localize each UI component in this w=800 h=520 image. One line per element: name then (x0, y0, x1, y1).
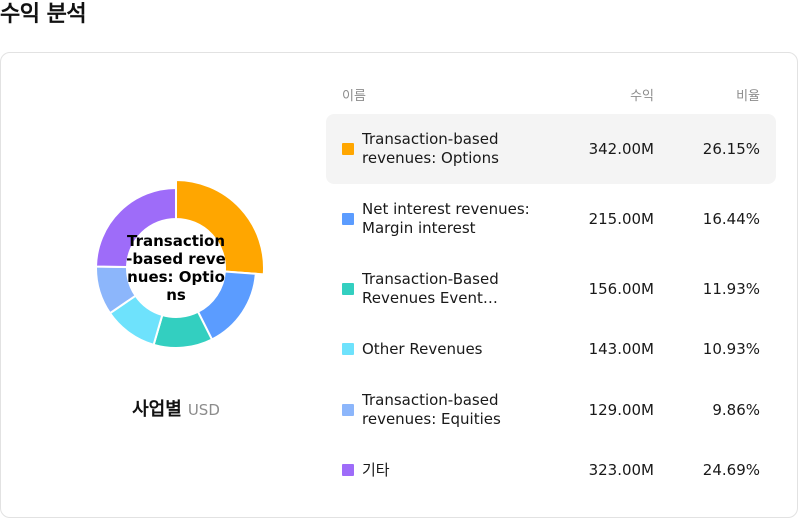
page-title: 수익 분석 (0, 2, 87, 27)
row-value: 323.00M (588, 461, 654, 479)
chart-caption: 사업별 USD (1, 395, 351, 421)
table-row[interactable]: Transaction-based revenues: Options 342.… (326, 114, 776, 184)
revenue-card: Transaction-based revenues: Options 사업별 U… (0, 52, 798, 518)
legend-swatch (342, 143, 354, 155)
table-row[interactable]: Transaction-Based Revenues Event… 156.00… (326, 254, 776, 324)
row-name: Transaction-based revenues: Equities (362, 391, 501, 428)
row-name: Transaction-based revenues: Options (362, 130, 499, 167)
donut-slice[interactable] (175, 178, 265, 276)
row-ratio: 10.93% (702, 340, 760, 358)
legend-swatch (342, 213, 354, 225)
chart-panel: Transaction-based revenues: Options 사업별 U… (1, 53, 327, 517)
legend-swatch (342, 343, 354, 355)
table-row[interactable]: Other Revenues 143.00M 10.93% (326, 314, 776, 384)
chart-caption-unit: USD (187, 401, 220, 419)
table-header: 이름 수익 비율 (326, 85, 776, 105)
table-row[interactable]: Transaction-based revenues: Equities 129… (326, 375, 776, 445)
donut-slice[interactable] (94, 186, 177, 269)
row-name: Net interest revenues: Margin interest (362, 200, 530, 237)
header-name: 이름 (342, 89, 366, 104)
row-ratio: 16.44% (702, 210, 760, 228)
row-value: 342.00M (588, 140, 654, 158)
chart-caption-title: 사업별 (132, 399, 182, 420)
row-ratio: 9.86% (712, 401, 760, 419)
table-row[interactable]: Net interest revenues: Margin interest 2… (326, 184, 776, 254)
header-ratio: 비율 (736, 89, 760, 104)
row-name: 기타 (362, 460, 390, 479)
row-value: 129.00M (588, 401, 654, 419)
donut-chart (94, 178, 265, 349)
row-value: 156.00M (588, 280, 654, 298)
row-name: Transaction-Based Revenues Event… (362, 270, 499, 307)
row-value: 215.00M (588, 210, 654, 228)
row-ratio: 11.93% (702, 280, 760, 298)
header-value: 수익 (630, 89, 654, 104)
legend-swatch (342, 464, 354, 476)
row-name: Other Revenues (362, 339, 483, 358)
table-row[interactable]: 기타 323.00M 24.69% (326, 435, 776, 505)
row-value: 143.00M (588, 340, 654, 358)
donut-center-label: Transaction-based revenues: Options (126, 232, 226, 304)
row-ratio: 26.15% (702, 140, 760, 158)
legend-swatch (342, 404, 354, 416)
row-ratio: 24.69% (702, 461, 760, 479)
legend-swatch (342, 283, 354, 295)
